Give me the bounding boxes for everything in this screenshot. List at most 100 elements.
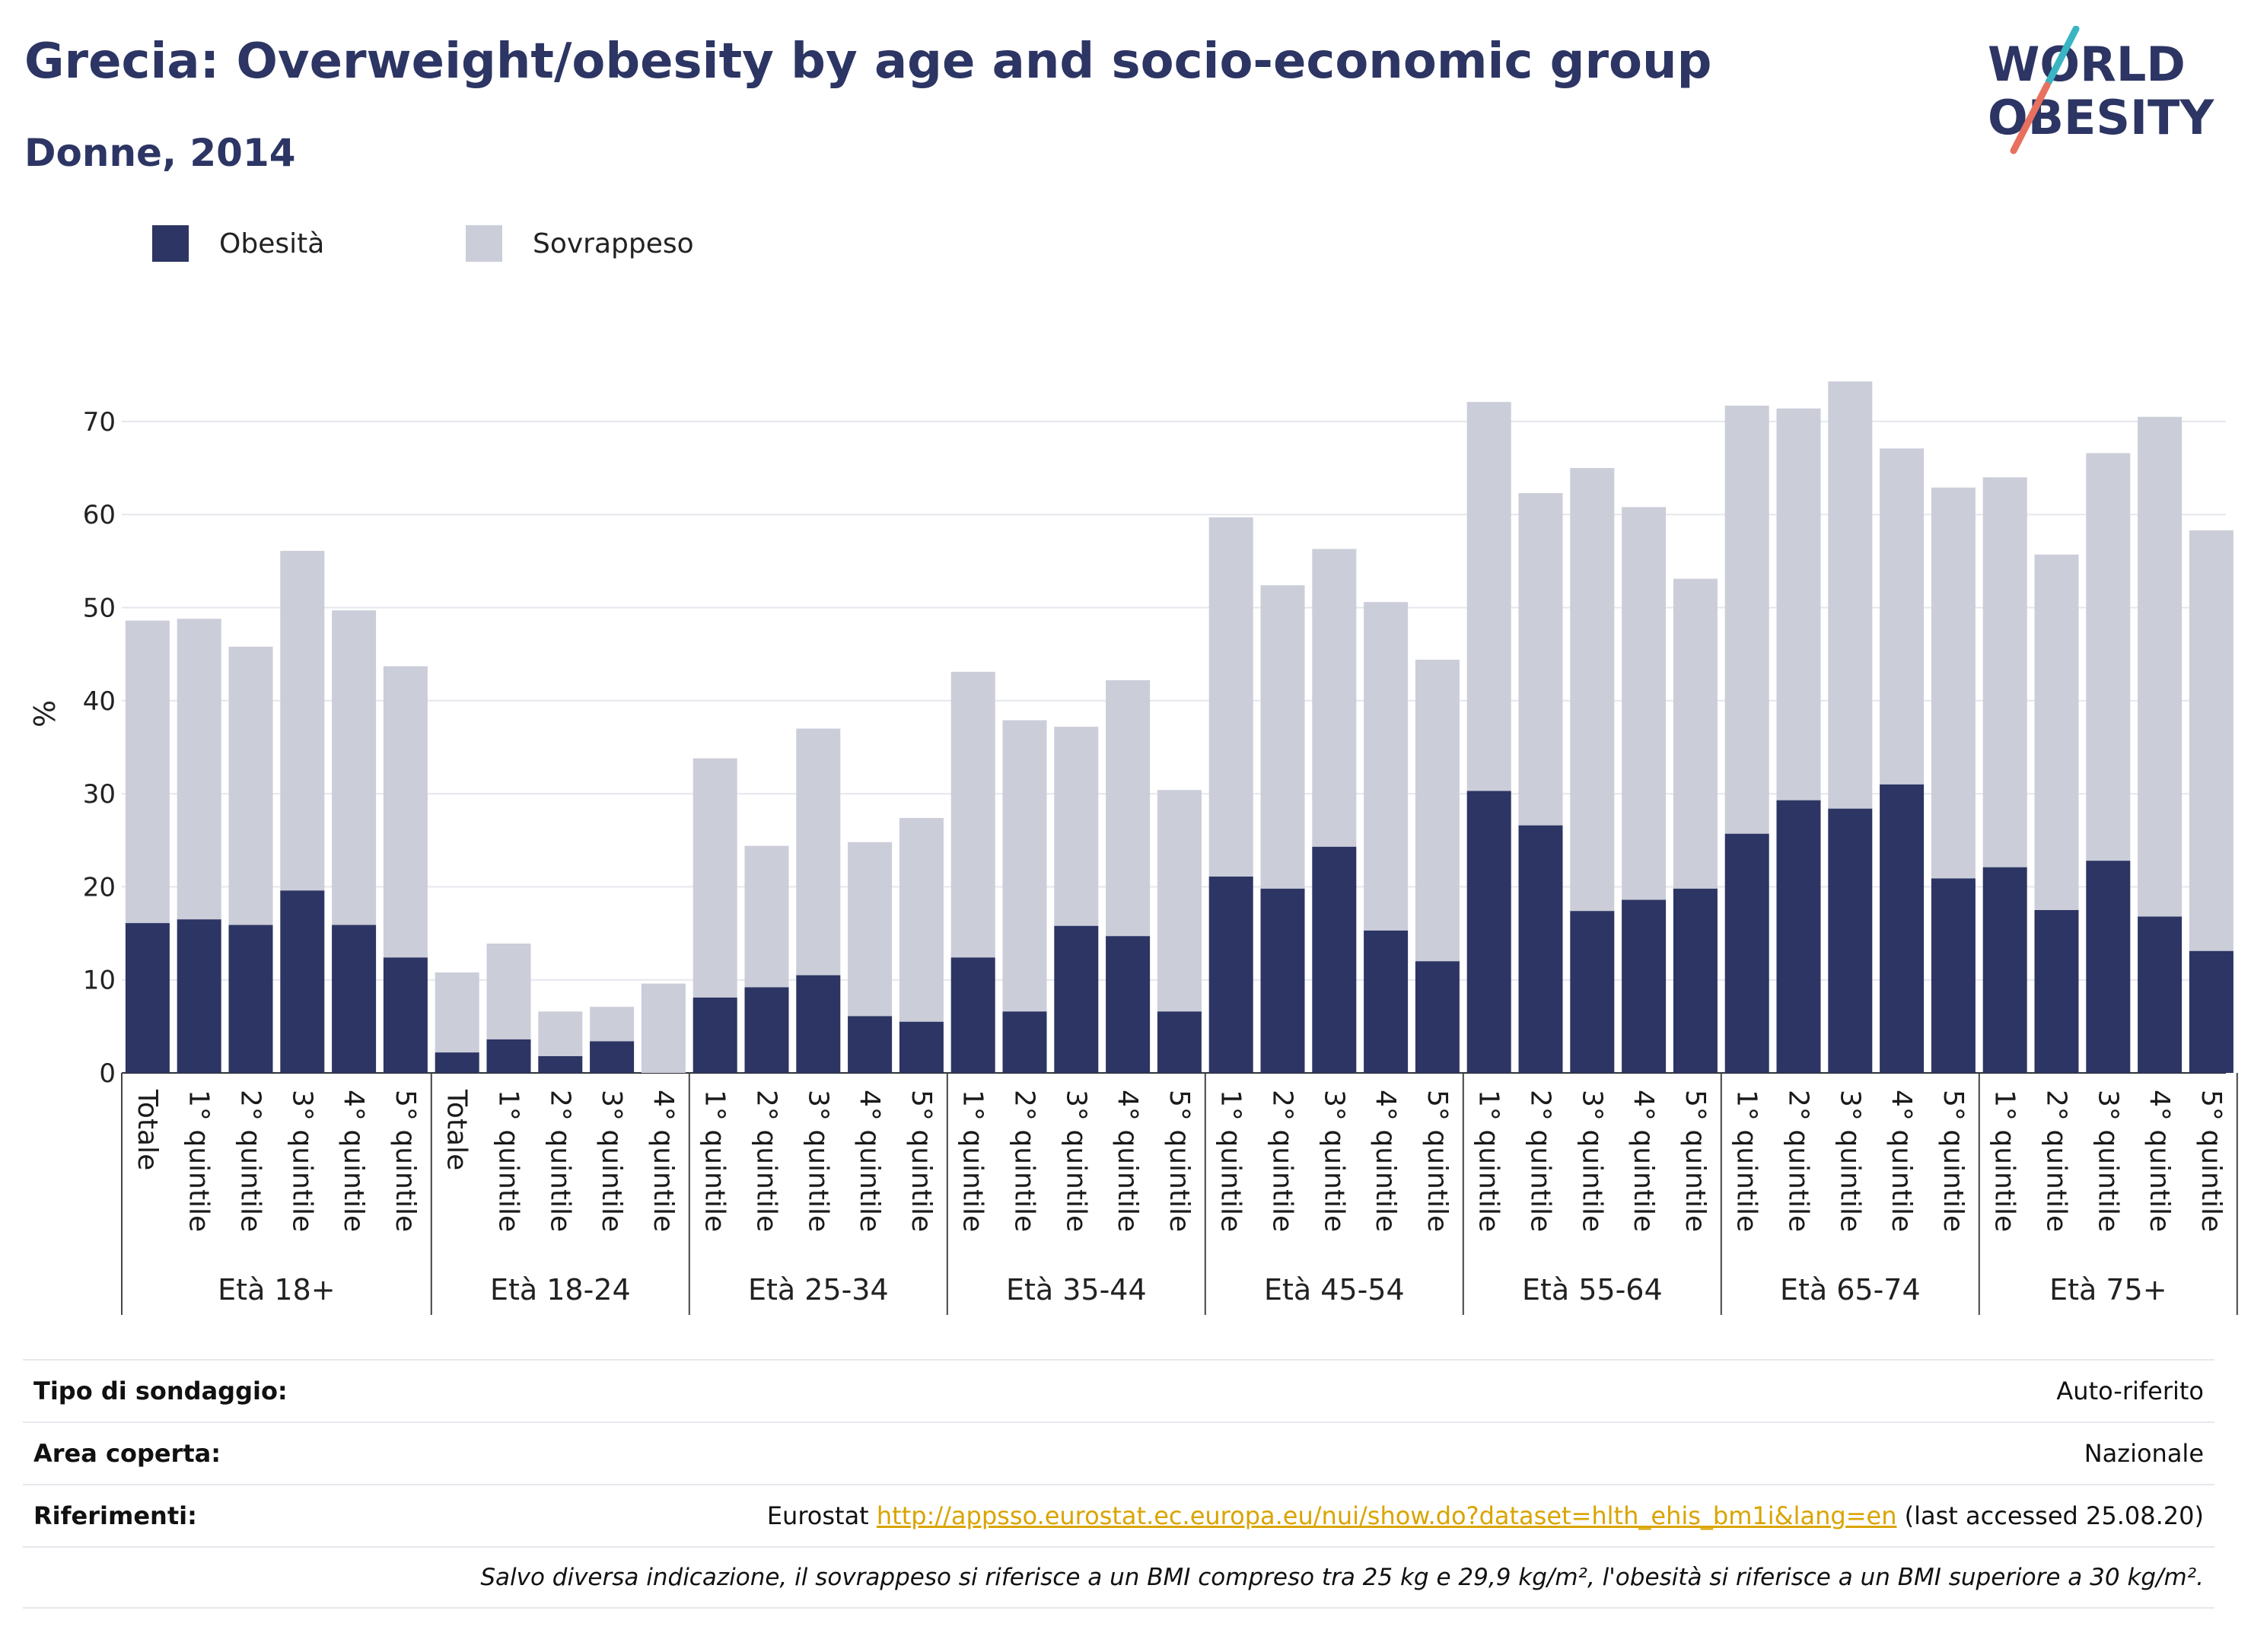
x-tick-label-2-4: 5° quintile xyxy=(906,1090,937,1232)
bar-overweight-7-3 xyxy=(2138,416,2183,917)
group-label-7: Età 75+ xyxy=(2049,1273,2167,1307)
bar-overweight-3-4 xyxy=(1157,790,1202,1012)
bar-obesity-3-2 xyxy=(1054,925,1099,1073)
bar-overweight-4-4 xyxy=(1415,659,1460,962)
bar-overweight-4-1 xyxy=(1260,585,1305,889)
bar-obesity-0-3 xyxy=(280,890,325,1073)
bar-overweight-6-1 xyxy=(1776,408,1821,801)
bar-overweight-1-1 xyxy=(486,944,531,1039)
bar-obesity-2-2 xyxy=(796,975,841,1073)
bar-obesity-7-4 xyxy=(2189,950,2233,1073)
x-tick-label-5-1: 2° quintile xyxy=(1525,1090,1556,1232)
x-tick-label-4-1: 2° quintile xyxy=(1267,1090,1298,1232)
meta-row-survey: Tipo di sondaggio: Auto-riferito xyxy=(23,1359,2214,1421)
bar-obesity-4-0 xyxy=(1208,876,1253,1073)
bmi-note: Salvo diversa indicazione, il sovrappeso… xyxy=(480,1564,2204,1591)
bar-overweight-2-2 xyxy=(796,728,841,976)
group-label-1: Età 18-24 xyxy=(490,1273,631,1307)
x-tick-label-7-1: 2° quintile xyxy=(2041,1090,2072,1232)
y-tick-label-50: 50 xyxy=(83,594,116,624)
bar-obesity-4-2 xyxy=(1312,846,1357,1073)
bar-overweight-5-0 xyxy=(1466,402,1511,791)
bar-overweight-7-2 xyxy=(2086,453,2131,861)
bar-obesity-1-0 xyxy=(435,1052,479,1073)
x-tick-label-1-1: 1° quintile xyxy=(493,1090,524,1232)
x-tick-label-0-5: 5° quintile xyxy=(390,1090,421,1232)
x-tick-label-2-3: 4° quintile xyxy=(854,1090,885,1232)
x-tick-label-1-4: 4° quintile xyxy=(648,1090,679,1232)
bar-overweight-0-0 xyxy=(125,620,170,924)
x-tick-label-2-1: 2° quintile xyxy=(751,1090,782,1232)
bar-obesity-6-3 xyxy=(1880,784,1925,1073)
bar-overweight-3-1 xyxy=(1002,720,1047,1012)
x-tick-label-4-0: 1° quintile xyxy=(1215,1090,1246,1232)
bar-overweight-7-1 xyxy=(2034,554,2079,910)
x-axis: Totale 1° quintile 2° quintile 3° quintile 4… xyxy=(121,1073,2238,1315)
x-tick-label-5-3: 4° quintile xyxy=(1628,1090,1659,1232)
legend-label-obesity: Obesità xyxy=(219,228,325,259)
x-tick-label-7-3: 4° quintile xyxy=(2144,1090,2175,1232)
group-label-6: Età 65-74 xyxy=(1780,1273,1921,1307)
x-tick-label-1-0: Totale xyxy=(441,1089,473,1170)
logo-slash-coral xyxy=(2010,81,2051,154)
bar-overweight-7-0 xyxy=(1982,477,2027,867)
area-key: Area coperta: xyxy=(33,1439,221,1468)
x-tick-label-3-0: 1° quintile xyxy=(957,1090,989,1232)
bar-overweight-4-0 xyxy=(1208,517,1253,877)
bar-obesity-2-0 xyxy=(692,997,737,1073)
bar-obesity-5-4 xyxy=(1673,888,1718,1073)
ref-suffix: (last accessed 25.08.20) xyxy=(1896,1501,2204,1530)
bar-obesity-3-1 xyxy=(1002,1011,1047,1073)
bar-obesity-0-4 xyxy=(332,925,377,1073)
references-value: Eurostat http://appsso.eurostat.ec.europ… xyxy=(767,1501,2204,1530)
y-tick-label-0: 0 xyxy=(99,1058,116,1089)
bar-overweight-1-0 xyxy=(435,972,479,1053)
meta-row-area: Area coperta: Nazionale xyxy=(23,1421,2214,1484)
legend-swatch-obesity xyxy=(152,225,189,262)
bar-obesity-5-1 xyxy=(1518,825,1563,1073)
bar-overweight-6-3 xyxy=(1880,448,1925,785)
bar-obesity-5-0 xyxy=(1466,791,1511,1073)
x-tick-label-6-2: 3° quintile xyxy=(1834,1090,1865,1232)
bar-obesity-7-1 xyxy=(2034,909,2079,1073)
references-key: Riferimenti: xyxy=(33,1501,197,1530)
x-tick-label-0-0: Totale xyxy=(132,1089,163,1170)
x-tick-label-2-2: 3° quintile xyxy=(802,1090,833,1232)
bar-overweight-0-1 xyxy=(177,619,221,920)
x-tick-label-4-3: 4° quintile xyxy=(1370,1090,1401,1232)
ref-prefix: Eurostat xyxy=(766,1501,877,1530)
bar-obesity-6-0 xyxy=(1724,833,1769,1073)
bar-overweight-2-4 xyxy=(899,817,944,1022)
eurostat-link[interactable]: http://appsso.eurostat.ec.europa.eu/nui/… xyxy=(876,1501,1897,1530)
bar-overweight-5-3 xyxy=(1622,507,1667,900)
bar-overweight-3-2 xyxy=(1054,727,1099,926)
bar-overweight-1-4 xyxy=(641,983,686,1073)
bar-overweight-4-3 xyxy=(1364,602,1409,931)
group-label-0: Età 18+ xyxy=(218,1273,335,1307)
y-tick-label-70: 70 xyxy=(83,407,116,438)
x-tick-label-5-2: 3° quintile xyxy=(1576,1090,1607,1232)
y-tick-label-40: 40 xyxy=(83,686,116,717)
bar-obesity-2-4 xyxy=(899,1021,944,1073)
survey-type-value: Auto-riferito xyxy=(2056,1377,2204,1405)
x-tick-label-5-4: 5° quintile xyxy=(1679,1090,1711,1232)
bar-overweight-3-3 xyxy=(1106,680,1151,937)
bar-obesity-7-2 xyxy=(2086,861,2131,1073)
bar-overweight-6-0 xyxy=(1724,406,1769,834)
bar-obesity-4-1 xyxy=(1260,888,1305,1073)
chart-title: Grecia: Overweight/obesity by age and so… xyxy=(24,33,1712,90)
x-tick-label-6-4: 5° quintile xyxy=(1937,1090,1969,1232)
bar-overweight-6-4 xyxy=(1931,487,1976,879)
bar-overweight-5-4 xyxy=(1673,578,1718,889)
bar-overweight-2-1 xyxy=(744,845,789,988)
bar-obesity-6-1 xyxy=(1776,800,1821,1073)
x-tick-label-7-2: 3° quintile xyxy=(2092,1090,2123,1232)
legend-swatch-overweight xyxy=(466,225,502,262)
x-tick-label-4-4: 5° quintile xyxy=(1422,1090,1453,1232)
x-tick-label-3-4: 5° quintile xyxy=(1164,1090,1195,1232)
bar-overweight-2-0 xyxy=(692,758,737,998)
group-label-5: Età 55-64 xyxy=(1522,1273,1663,1307)
bar-overweight-0-4 xyxy=(332,610,377,925)
bar-obesity-0-1 xyxy=(177,919,221,1073)
bar-overweight-5-2 xyxy=(1570,468,1615,912)
